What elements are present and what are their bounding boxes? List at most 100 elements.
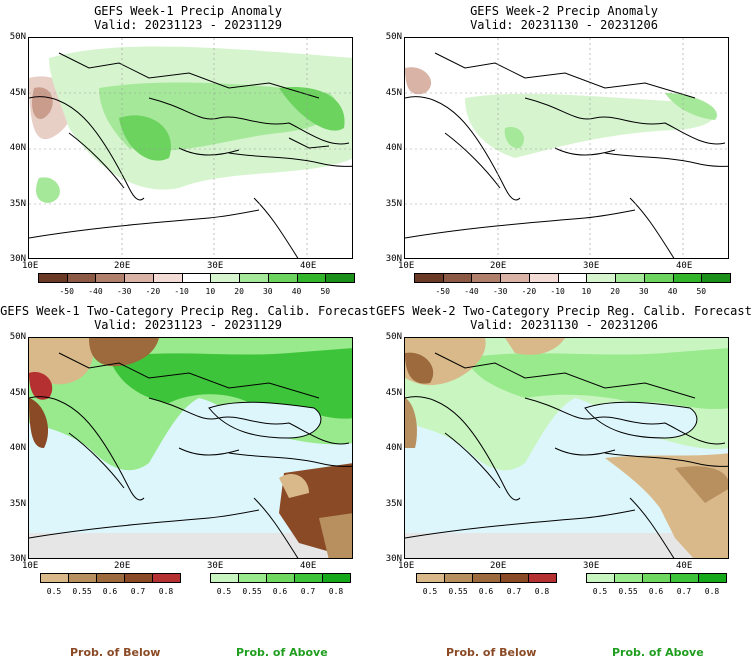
colorbar-label: 50 xyxy=(320,287,331,296)
colorbar-label: 0.6 xyxy=(648,587,664,596)
prob-below-caption: Prob. of Below xyxy=(70,646,161,659)
prob-above-caption: Prob. of Above xyxy=(236,646,328,659)
lat-label: 50N xyxy=(9,332,26,342)
colorbar-swatch xyxy=(266,573,295,583)
lon-label: 10E xyxy=(22,561,39,571)
colorbar-swatch xyxy=(586,573,615,583)
colorbar-swatch xyxy=(500,273,530,283)
lon-label: 30E xyxy=(207,561,224,571)
colorbar-swatch xyxy=(642,573,671,583)
colorbar-label: -50 xyxy=(435,287,450,296)
colorbar-swatch xyxy=(40,573,69,583)
prob-below-colorbar: 0.5 0.55 0.6 0.7 0.8 xyxy=(40,573,181,599)
colorbar-swatch xyxy=(152,273,183,283)
colorbar-label: 0.5 xyxy=(592,587,608,596)
colorbar-swatch xyxy=(701,273,731,283)
probability-map xyxy=(28,337,353,559)
colorbar-swatch xyxy=(414,273,444,283)
colorbar-swatch xyxy=(471,273,502,283)
colorbar-swatch xyxy=(38,273,68,283)
panel-valid-dates: Valid: 20231123 - 20231129 xyxy=(94,318,282,332)
panel-title: GEFS Week-1 Two-Category Precip Reg. Cal… xyxy=(0,304,376,318)
lon-label: 30E xyxy=(583,561,600,571)
colorbar-label: 0.5 xyxy=(216,587,232,596)
colorbar-swatch xyxy=(557,273,588,283)
colorbar-label: -40 xyxy=(88,287,103,296)
lon-label: 10E xyxy=(398,561,415,571)
colorbar-label: 10 xyxy=(581,287,592,296)
colorbar-label: -10 xyxy=(550,287,565,296)
lat-label: 45N xyxy=(385,388,402,398)
colorbar-swatch xyxy=(325,273,355,283)
lon-label: 40E xyxy=(676,561,693,571)
lat-label: 35N xyxy=(385,499,402,509)
colorbar-label: 0.55 xyxy=(618,587,638,596)
panel-valid-dates: Valid: 20231130 - 20231206 xyxy=(470,318,658,332)
colorbar-swatch xyxy=(210,273,241,283)
lon-label: 20E xyxy=(490,261,507,271)
lat-label: 40N xyxy=(385,443,402,453)
panel-valid-dates: Valid: 20231130 - 20231206 xyxy=(470,18,658,32)
lat-label: 50N xyxy=(9,32,26,42)
colorbar-swatch xyxy=(322,573,351,583)
lon-label: 10E xyxy=(22,261,39,271)
colorbar-label: -20 xyxy=(521,287,537,296)
colorbar-label: 0.55 xyxy=(72,587,92,596)
colorbar-swatch xyxy=(672,273,703,283)
colorbar-label: 0.8 xyxy=(534,587,550,596)
lat-label: 40N xyxy=(9,143,26,153)
colorbar-label: 0.7 xyxy=(506,587,522,596)
colorbar-swatch xyxy=(66,273,97,283)
colorbar-label: -10 xyxy=(174,287,189,296)
colorbar-label: 0.7 xyxy=(676,587,692,596)
colorbar-swatch xyxy=(68,573,97,583)
lat-label: 35N xyxy=(9,199,26,209)
lon-label: 30E xyxy=(583,261,600,271)
panel-week1-probability: GEFS Week-1 Two-Category Precip Reg. Cal… xyxy=(0,300,376,600)
lon-label: 20E xyxy=(490,561,507,571)
colorbar-swatch xyxy=(698,573,727,583)
colorbar-label: 30 xyxy=(262,287,273,296)
colorbar-swatch xyxy=(528,273,559,283)
lon-label: 10E xyxy=(398,261,415,271)
lat-label: 45N xyxy=(9,388,26,398)
prob-above-colorbar: 0.5 0.55 0.6 0.7 0.8 xyxy=(586,573,727,599)
colorbar-label: 10 xyxy=(205,287,216,296)
lon-label: 20E xyxy=(114,261,131,271)
lon-label: 40E xyxy=(300,261,317,271)
lon-label: 20E xyxy=(114,561,131,571)
colorbar-label: 0.55 xyxy=(448,587,468,596)
panel-title: GEFS Week-1 Precip Anomaly xyxy=(94,4,282,18)
colorbar-label: -50 xyxy=(59,287,74,296)
lon-label: 40E xyxy=(300,561,317,571)
colorbar-swatch xyxy=(267,273,298,283)
lat-label: 50N xyxy=(385,332,402,342)
panel-week2-anomaly: GEFS Week-2 Precip Anomaly Valid: 202311… xyxy=(376,0,752,300)
colorbar-label: 50 xyxy=(696,287,707,296)
colorbar-label: -40 xyxy=(464,287,479,296)
lat-label: 30N xyxy=(385,554,402,564)
colorbar-swatch xyxy=(238,573,267,583)
lat-label: 45N xyxy=(385,88,402,98)
colorbar-label: -30 xyxy=(492,287,508,296)
colorbar-swatch xyxy=(444,573,473,583)
colorbar-label: -20 xyxy=(145,287,161,296)
lon-label: 30E xyxy=(207,261,224,271)
panel-week1-anomaly: GEFS Week-1 Precip Anomaly Valid: 202311… xyxy=(0,0,376,300)
colorbar-swatch xyxy=(500,573,529,583)
colorbar-swatch xyxy=(210,573,239,583)
colorbar-swatch xyxy=(239,273,269,283)
colorbar-swatch xyxy=(472,573,501,583)
lat-label: 40N xyxy=(9,443,26,453)
colorbar-swatch xyxy=(586,273,617,283)
panel-title: GEFS Week-2 Two-Category Precip Reg. Cal… xyxy=(376,304,752,318)
lat-label: 30N xyxy=(9,254,26,264)
colorbar-swatch xyxy=(95,273,126,283)
colorbar-label: 30 xyxy=(638,287,649,296)
prob-below-colorbar: 0.5 0.55 0.6 0.7 0.8 xyxy=(416,573,557,599)
panel-valid-dates: Valid: 20231123 - 20231129 xyxy=(94,18,282,32)
colorbar-swatch xyxy=(416,573,445,583)
anomaly-colorbar: -50 -40 -30 -20 -10 10 20 30 40 50 xyxy=(38,273,355,299)
colorbar-label: 0.5 xyxy=(46,587,62,596)
colorbar-swatch xyxy=(670,573,699,583)
